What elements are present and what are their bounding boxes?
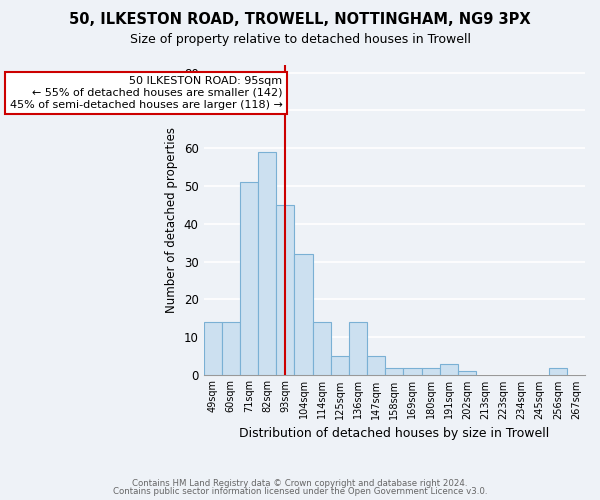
Text: Contains HM Land Registry data © Crown copyright and database right 2024.: Contains HM Land Registry data © Crown c…: [132, 478, 468, 488]
Bar: [258, 152, 276, 375]
Text: Contains public sector information licensed under the Open Government Licence v3: Contains public sector information licen…: [113, 487, 487, 496]
Bar: [331, 356, 349, 375]
Bar: [222, 322, 240, 375]
Bar: [295, 254, 313, 375]
Bar: [367, 356, 385, 375]
Bar: [422, 368, 440, 375]
Bar: [276, 205, 295, 375]
Bar: [548, 368, 567, 375]
Text: 50, ILKESTON ROAD, TROWELL, NOTTINGHAM, NG9 3PX: 50, ILKESTON ROAD, TROWELL, NOTTINGHAM, …: [69, 12, 531, 28]
X-axis label: Distribution of detached houses by size in Trowell: Distribution of detached houses by size …: [239, 427, 550, 440]
Text: 50 ILKESTON ROAD: 95sqm
← 55% of detached houses are smaller (142)
45% of semi-d: 50 ILKESTON ROAD: 95sqm ← 55% of detache…: [10, 76, 283, 110]
Bar: [240, 182, 258, 375]
Text: Size of property relative to detached houses in Trowell: Size of property relative to detached ho…: [130, 32, 470, 46]
Y-axis label: Number of detached properties: Number of detached properties: [165, 127, 178, 313]
Bar: [349, 322, 367, 375]
Bar: [385, 368, 403, 375]
Bar: [440, 364, 458, 375]
Bar: [203, 322, 222, 375]
Bar: [313, 322, 331, 375]
Bar: [458, 372, 476, 375]
Bar: [403, 368, 422, 375]
